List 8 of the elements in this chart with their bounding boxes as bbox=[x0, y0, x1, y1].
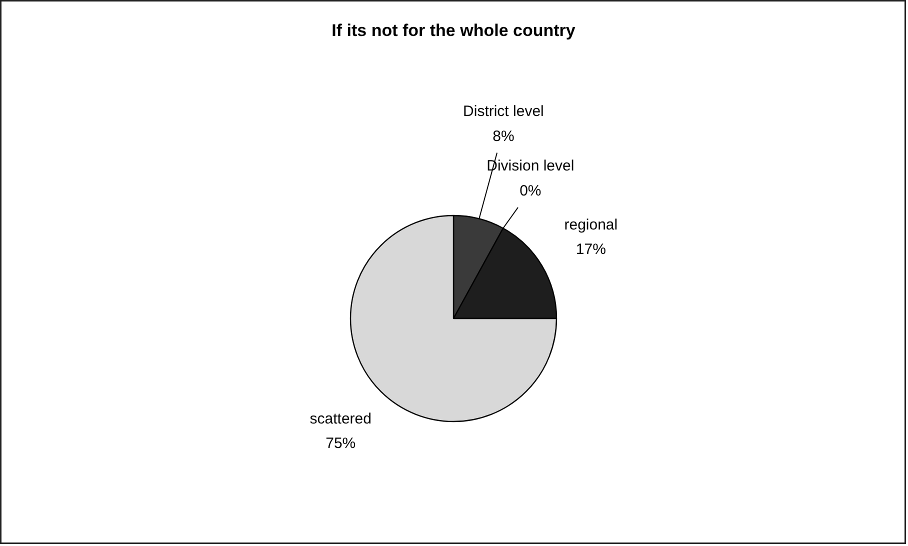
chart-title: If its not for the whole country bbox=[332, 21, 576, 40]
data-label: 75% bbox=[326, 435, 356, 452]
data-label: 8% bbox=[492, 128, 514, 145]
data-label: 17% bbox=[576, 241, 606, 258]
slice-label: District level bbox=[463, 103, 544, 120]
slice-label: regional bbox=[564, 216, 618, 234]
slice-label: scattered bbox=[310, 410, 372, 428]
text: 0% bbox=[520, 182, 542, 200]
